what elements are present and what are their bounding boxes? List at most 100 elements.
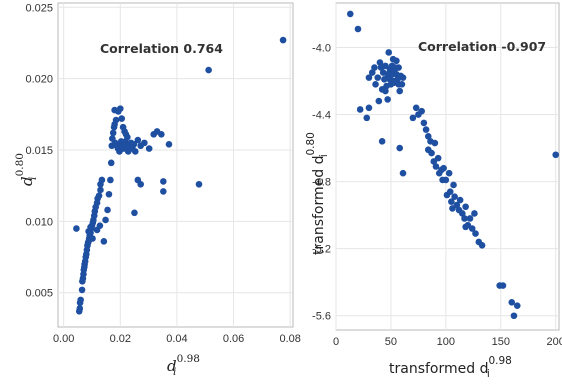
data-point bbox=[381, 76, 388, 83]
data-point bbox=[472, 230, 479, 237]
x-axis-label-base: d bbox=[167, 357, 177, 375]
data-point bbox=[450, 181, 457, 189]
data-point bbox=[134, 136, 142, 144]
data-point bbox=[395, 64, 402, 71]
data-point bbox=[396, 87, 404, 95]
data-point bbox=[448, 198, 455, 206]
data-point bbox=[393, 57, 400, 65]
data-point bbox=[461, 215, 468, 222]
correlation-annotation: Correlation 0.764 bbox=[100, 41, 223, 56]
y-tick-label: -5.6 bbox=[312, 311, 331, 323]
data-point bbox=[165, 141, 173, 148]
x-tick-label: 200 bbox=[547, 336, 562, 348]
data-point bbox=[445, 169, 453, 177]
data-point bbox=[109, 129, 117, 137]
data-point bbox=[462, 203, 469, 211]
data-point bbox=[354, 25, 362, 33]
data-point bbox=[412, 104, 420, 112]
data-point bbox=[141, 139, 148, 147]
data-point bbox=[378, 138, 386, 145]
data-point bbox=[420, 119, 428, 127]
data-point bbox=[513, 302, 521, 309]
data-point bbox=[85, 228, 92, 235]
data-point bbox=[428, 149, 435, 157]
data-point bbox=[466, 215, 474, 222]
y-tick-label: -4.4 bbox=[312, 110, 331, 122]
data-point bbox=[371, 64, 378, 71]
data-point bbox=[112, 116, 120, 124]
y-axis-label: d0.80i bbox=[14, 153, 39, 186]
x-axis-label-sub: i bbox=[487, 368, 490, 380]
y-axis-label-base: transformed d bbox=[311, 156, 327, 255]
data-points bbox=[346, 10, 560, 320]
data-point bbox=[422, 126, 430, 133]
x-tick-label: 0.06 bbox=[223, 333, 244, 345]
data-point bbox=[205, 66, 212, 74]
data-point bbox=[73, 225, 80, 232]
data-point bbox=[409, 114, 417, 122]
data-point bbox=[76, 305, 84, 312]
data-point bbox=[107, 159, 115, 167]
data-point bbox=[399, 169, 407, 177]
data-point bbox=[137, 180, 144, 188]
data-point bbox=[160, 178, 167, 185]
y-tick-label: -4.0 bbox=[312, 42, 331, 54]
x-tick-label: 0 bbox=[333, 336, 339, 348]
data-point bbox=[105, 190, 113, 198]
y-axis-label: transformed d0.80i bbox=[305, 132, 330, 255]
y-axis-label-sup: 0.80 bbox=[14, 153, 26, 176]
data-point bbox=[365, 74, 373, 81]
data-point bbox=[432, 163, 440, 170]
data-point bbox=[195, 180, 203, 188]
data-point bbox=[107, 176, 114, 184]
data-point bbox=[130, 141, 138, 148]
y-axis-label-sup: 0.80 bbox=[305, 132, 317, 155]
data-point bbox=[375, 97, 383, 105]
x-tick-label: 0.04 bbox=[166, 333, 187, 345]
y-tick-label: 0.020 bbox=[25, 74, 53, 86]
data-point bbox=[442, 176, 450, 184]
data-point bbox=[434, 154, 442, 162]
data-point bbox=[98, 176, 106, 184]
x-tick-label: 100 bbox=[437, 336, 455, 348]
data-point bbox=[552, 151, 560, 159]
plot-frame bbox=[57, 2, 294, 328]
data-point bbox=[471, 210, 478, 217]
data-point bbox=[499, 282, 507, 289]
y-tick-label: -5.2 bbox=[312, 244, 331, 256]
data-point bbox=[346, 10, 354, 18]
data-point bbox=[456, 196, 464, 204]
data-point bbox=[372, 81, 379, 88]
y-axis-label-sub: i bbox=[318, 154, 330, 157]
data-point bbox=[385, 49, 393, 56]
data-point bbox=[399, 74, 407, 81]
data-point bbox=[446, 188, 454, 195]
data-point bbox=[78, 286, 86, 294]
data-point bbox=[89, 235, 96, 242]
data-point bbox=[384, 96, 391, 103]
data-point bbox=[510, 312, 518, 320]
data-point bbox=[102, 216, 109, 224]
x-tick-label: 0.08 bbox=[279, 333, 300, 345]
data-point bbox=[459, 210, 466, 217]
y-axis-label-sub: i bbox=[27, 177, 39, 180]
data-point bbox=[453, 201, 461, 209]
data-point bbox=[160, 188, 167, 195]
data-point bbox=[396, 144, 404, 152]
x-axis-label: transformed d0.98 i bbox=[389, 355, 512, 380]
data-point bbox=[418, 107, 425, 115]
data-point bbox=[382, 87, 389, 95]
data-points bbox=[73, 36, 287, 315]
chart-right: 0 50 100 150 200 -4.0 -4.4 -4.8 -5.2 -5.6 Correla… bbox=[305, 2, 562, 380]
data-point bbox=[356, 106, 364, 113]
x-axis-label-sup: 0.98 bbox=[177, 353, 200, 365]
data-point bbox=[97, 186, 104, 194]
tick-labels: 0.00 0.02 0.04 0.06 0.08 0.005 0.010 0.015 0.020… bbox=[25, 2, 300, 345]
data-point bbox=[131, 209, 138, 217]
data-point bbox=[118, 115, 126, 122]
x-tick-label: 50 bbox=[385, 336, 397, 348]
data-point bbox=[431, 139, 439, 147]
chart-left: 0.00 0.02 0.04 0.06 0.08 0.005 0.010 0.015 0.020… bbox=[14, 2, 301, 378]
data-point bbox=[398, 81, 406, 88]
